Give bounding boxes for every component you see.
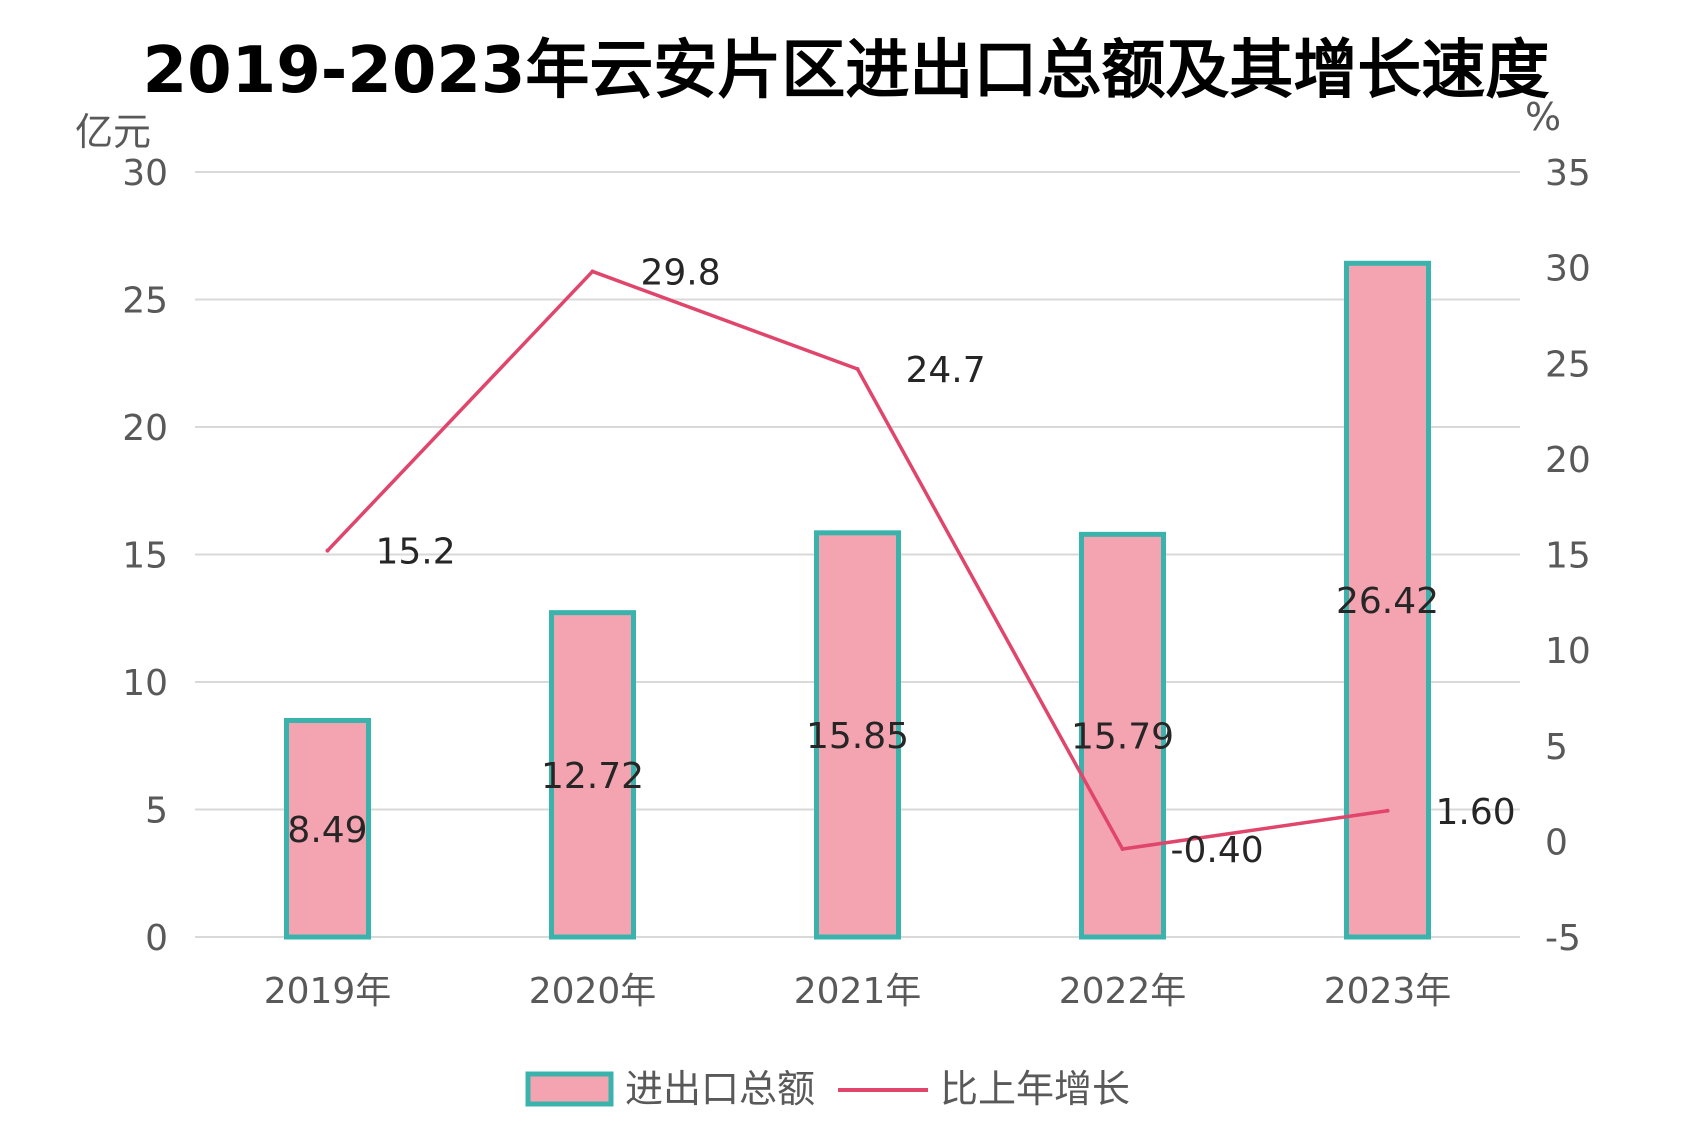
y-left-tick-label: 25 — [122, 281, 168, 322]
y-left-tick-label: 15 — [122, 536, 168, 577]
x-tick-label: 2023年 — [1324, 971, 1452, 1012]
bar-data-label: 15.79 — [1071, 717, 1174, 758]
line-data-label: 1.60 — [1436, 792, 1516, 833]
y-left-tick-label: 5 — [145, 791, 168, 832]
y-left-tick-label: 0 — [145, 918, 168, 959]
y-left-tick-label: 20 — [122, 408, 168, 449]
line-point — [855, 366, 860, 371]
x-tick-label: 2021年 — [794, 971, 922, 1012]
bar — [549, 610, 636, 940]
bar-data-label: 8.49 — [287, 810, 367, 851]
y-right-tick-label: 5 — [1545, 727, 1568, 768]
legend-label-line: 比上年增长 — [940, 1067, 1130, 1111]
bar — [1079, 531, 1166, 940]
line-point — [590, 269, 595, 274]
y-right-tick-label: 20 — [1545, 440, 1591, 481]
x-axis-ticks: 2019年 2020年 2021年 2022年 2023年 — [264, 971, 1452, 1012]
line-data-labels: 15.2 29.8 24.7 -0.40 1.60 — [376, 252, 1516, 871]
x-tick-label: 2020年 — [529, 971, 657, 1012]
y-right-tick-label: 35 — [1545, 153, 1591, 194]
y-right-tick-label: -5 — [1545, 918, 1581, 959]
y-right-tick-label: 0 — [1545, 822, 1568, 863]
y-right-unit: % — [1525, 95, 1561, 139]
bar-data-label: 26.42 — [1336, 581, 1439, 622]
y-right-tick-label: 15 — [1545, 536, 1591, 577]
legend-swatch-bar — [525, 1071, 614, 1107]
bar — [814, 530, 901, 940]
x-tick-label: 2022年 — [1059, 971, 1187, 1012]
y-right-tick-label: 10 — [1545, 631, 1591, 672]
bar-data-label: 15.85 — [806, 716, 909, 757]
line-point — [325, 548, 330, 553]
y-left-tick-label: 10 — [122, 663, 168, 704]
legend: 进出口总额 比上年增长 — [525, 1067, 1130, 1111]
line-data-label: 24.7 — [906, 350, 986, 391]
y-left-unit: 亿元 — [75, 110, 151, 154]
bar — [284, 718, 371, 940]
bar — [1344, 260, 1431, 940]
line-series — [325, 269, 1390, 852]
line-data-label: -0.40 — [1171, 830, 1264, 871]
x-tick-label: 2019年 — [264, 971, 392, 1012]
y-right-tick-label: 30 — [1545, 249, 1591, 290]
line-point — [1385, 808, 1390, 813]
line-data-label: 15.2 — [376, 532, 456, 573]
line-point — [1120, 847, 1125, 852]
bar-data-labels: 8.49 12.72 15.85 15.79 26.42 — [287, 581, 1439, 851]
y-right-tick-label: 25 — [1545, 344, 1591, 385]
y-right-axis-ticks: -5 0 5 10 15 20 25 30 35 — [1545, 153, 1591, 959]
y-left-axis-ticks: 0 5 10 15 20 25 30 — [122, 153, 168, 959]
bar-series — [284, 260, 1431, 940]
legend-label-bar: 进出口总额 — [625, 1067, 815, 1111]
chart-title: 2019-2023年云安片区进出口总额及其增长速度 — [143, 34, 1550, 108]
bar-data-label: 12.72 — [541, 756, 644, 797]
line-data-label: 29.8 — [641, 252, 721, 293]
y-left-tick-label: 30 — [122, 153, 168, 194]
